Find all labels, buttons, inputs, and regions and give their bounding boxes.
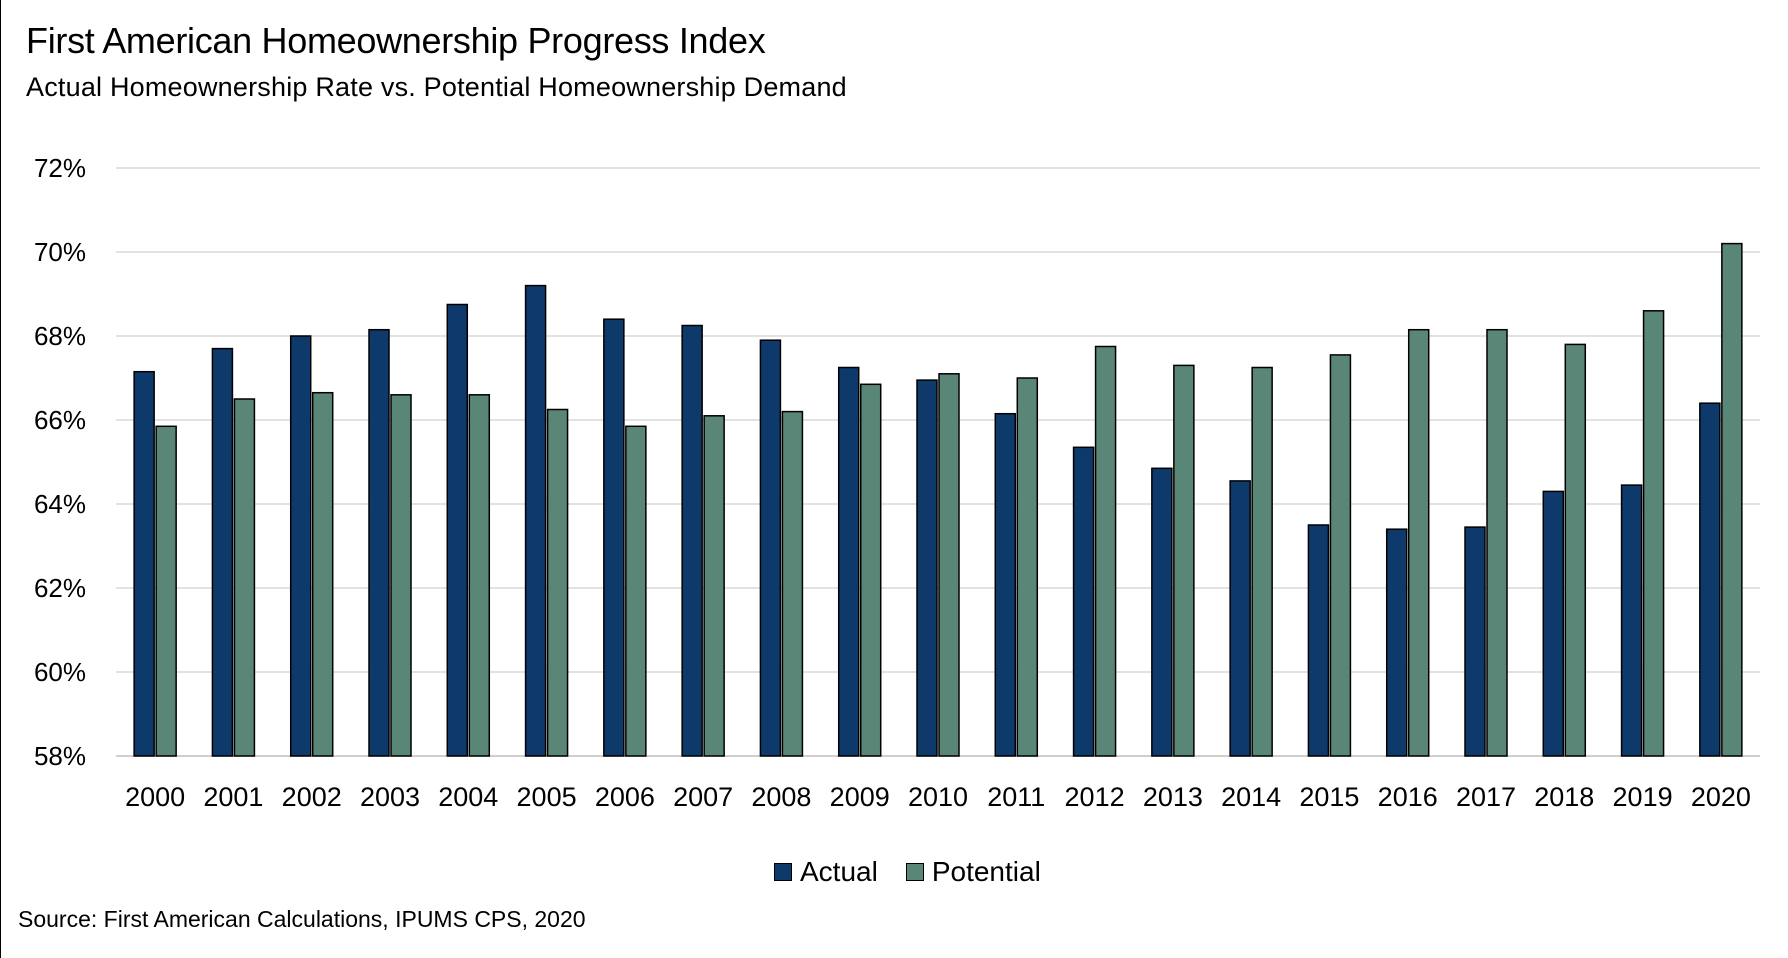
x-tick-label: 2018 xyxy=(1534,782,1594,812)
bar-actual xyxy=(133,370,155,757)
x-tick-label: 2007 xyxy=(673,782,733,812)
bar-actual xyxy=(1385,528,1408,757)
x-tick-label: 2017 xyxy=(1456,782,1516,812)
bar-potential xyxy=(703,415,725,757)
bar-potential xyxy=(468,394,491,757)
legend-item-potential: Potential xyxy=(905,856,1041,888)
bar-actual xyxy=(681,324,703,757)
x-tick-label: 2011 xyxy=(987,782,1045,812)
bar-potential xyxy=(781,410,804,757)
chart-subtitle: Actual Homeownership Rate vs. Potential … xyxy=(26,72,847,102)
legend-item-actual: Actual xyxy=(774,856,878,888)
bar-potential xyxy=(311,391,334,757)
bar-actual xyxy=(446,303,469,757)
x-tick-label: 2020 xyxy=(1691,782,1751,812)
bar-actual xyxy=(916,379,938,757)
bar-potential xyxy=(1486,328,1508,757)
y-tick-label: 68% xyxy=(34,321,86,351)
y-tick-label: 70% xyxy=(34,237,86,267)
bar-actual xyxy=(1699,402,1721,757)
bar-potential xyxy=(1094,345,1117,757)
bar-actual xyxy=(994,412,1017,757)
bar-potential xyxy=(1329,354,1352,757)
bar-potential xyxy=(546,408,569,757)
bar-potential xyxy=(1016,377,1039,757)
bar-potential xyxy=(1407,328,1430,757)
bar-actual xyxy=(1229,480,1251,757)
bar-actual xyxy=(837,366,860,757)
bar-potential xyxy=(938,373,960,757)
bar-potential xyxy=(1721,242,1743,757)
chart-legend: Actual Potential xyxy=(774,856,1069,888)
bar-actual xyxy=(759,339,782,757)
bar-actual xyxy=(1620,484,1643,757)
bar-potential xyxy=(1642,310,1665,757)
x-tick-label: 2004 xyxy=(438,782,498,812)
x-tick-label: 2010 xyxy=(908,782,968,812)
chart-title: First American Homeownership Progress In… xyxy=(26,20,766,61)
legend-label-actual: Actual xyxy=(800,856,878,887)
bar-actual xyxy=(1151,467,1173,757)
x-tick-label: 2014 xyxy=(1221,782,1281,812)
y-tick-label: 60% xyxy=(34,657,86,687)
x-tick-label: 2002 xyxy=(282,782,342,812)
chart-frame-edge xyxy=(0,0,1,958)
bar-potential xyxy=(859,383,882,757)
bar-actual xyxy=(211,347,234,757)
bar-potential xyxy=(625,425,647,757)
x-tick-label: 2003 xyxy=(360,782,420,812)
bar-actual xyxy=(1464,526,1486,757)
bar-potential xyxy=(155,425,177,757)
legend-swatch-potential xyxy=(905,863,924,881)
y-tick-label: 58% xyxy=(34,741,86,771)
bar-potential xyxy=(390,394,412,757)
x-tick-label: 2019 xyxy=(1613,782,1673,812)
x-tick-label: 2016 xyxy=(1378,782,1438,812)
bar-actual xyxy=(1072,446,1095,757)
bar-actual xyxy=(603,318,625,757)
bar-potential xyxy=(1564,343,1587,757)
bar-actual xyxy=(1542,490,1565,757)
bar-potential xyxy=(1173,364,1195,757)
x-tick-label: 2005 xyxy=(517,782,577,812)
y-tick-label: 64% xyxy=(34,489,86,519)
legend-swatch-actual xyxy=(774,863,792,881)
x-tick-label: 2008 xyxy=(751,782,811,812)
x-tick-label: 2001 xyxy=(203,782,263,812)
x-tick-label: 2012 xyxy=(1065,782,1125,812)
y-tick-label: 72% xyxy=(34,153,86,183)
legend-label-potential: Potential xyxy=(931,856,1041,887)
x-tick-label: 2000 xyxy=(125,782,185,812)
bar-actual xyxy=(289,335,312,757)
bar-actual xyxy=(368,328,390,757)
x-tick-label: 2009 xyxy=(830,782,890,812)
bar-potential xyxy=(1251,366,1273,757)
x-tick-label: 2006 xyxy=(595,782,655,812)
bar-potential xyxy=(233,398,256,757)
y-tick-label: 62% xyxy=(34,573,86,603)
bar-actual xyxy=(524,284,547,757)
x-tick-label: 2015 xyxy=(1299,782,1359,812)
bar-actual xyxy=(1307,524,1330,757)
x-tick-label: 2013 xyxy=(1143,782,1203,812)
y-tick-label: 66% xyxy=(34,405,86,435)
source-note: Source: First American Calculations, IPU… xyxy=(18,906,586,932)
